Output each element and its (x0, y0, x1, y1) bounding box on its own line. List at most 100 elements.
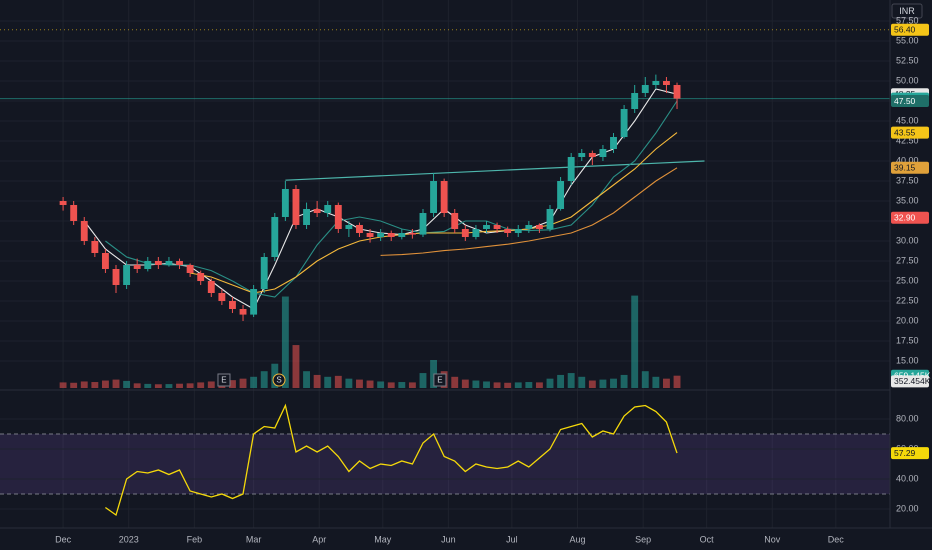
volume-bar (123, 380, 131, 388)
y-tick-label: 17.50 (896, 335, 919, 345)
candle-body (440, 181, 448, 213)
rsi-line (105, 403, 678, 517)
candle-body (292, 189, 300, 225)
x-tick-label: Mar (246, 534, 262, 544)
volume-bar (610, 378, 617, 388)
volume-bar (260, 371, 268, 388)
volume-bar (408, 382, 416, 388)
candle-body (303, 209, 310, 225)
candle-body (419, 213, 427, 235)
volume-bar (641, 371, 649, 388)
y-tick-label: 27.50 (896, 255, 919, 265)
candle-body (186, 265, 194, 273)
candle-body (673, 85, 681, 99)
volume-bar (80, 381, 88, 388)
volume-bar (250, 376, 258, 388)
candle-body (144, 261, 152, 269)
y-tick-label: 15.00 (896, 355, 919, 365)
candle-body (557, 181, 565, 209)
y-tick-label: 35.00 (896, 195, 919, 205)
candle-body (377, 233, 385, 237)
volume-bar (281, 296, 289, 388)
volume-bar (525, 382, 533, 388)
y-tick-label: 40.00 (896, 155, 919, 165)
candle-body (535, 225, 543, 229)
candle-body (101, 253, 109, 269)
candle-body (588, 153, 596, 157)
volume-bar (567, 373, 575, 388)
y-tick-label: 55.00 (896, 35, 919, 45)
candle-body (70, 205, 78, 221)
volume-bar (292, 345, 300, 388)
rsi-tick-label: 20.00 (896, 503, 919, 513)
price-tag-label: 57.29 (894, 448, 916, 458)
candle-body (663, 81, 670, 85)
volume-bar (154, 384, 162, 388)
x-tick-label: Sep (635, 534, 651, 544)
volume-bar (229, 380, 236, 388)
currency-box[interactable] (891, 3, 923, 19)
candle-body (154, 261, 162, 265)
price-tag-label: 43.55 (894, 127, 916, 137)
candle-body (281, 189, 289, 217)
price-tag (891, 375, 929, 388)
volume-bar (176, 383, 183, 388)
event-marker-label: S (276, 376, 281, 385)
volume-bar (377, 381, 385, 388)
candle-body (334, 205, 342, 229)
candle-body (260, 257, 268, 289)
volume-bar (451, 376, 459, 388)
candle-body (250, 289, 258, 315)
moving-average (189, 132, 678, 294)
volume-bar (334, 375, 342, 388)
volume-bar (557, 374, 565, 388)
candle-body (599, 149, 607, 157)
candle-body (133, 265, 141, 269)
y-tick-label: 42.50 (896, 135, 919, 145)
event-marker-label: E (221, 376, 226, 385)
candle-body (229, 301, 236, 309)
volume-bar (197, 382, 205, 388)
volume-bar (461, 379, 469, 388)
volume-bar (59, 382, 67, 388)
moving-average (380, 167, 678, 256)
volume-bar (663, 378, 670, 388)
price-tag (891, 23, 929, 36)
candle-body (546, 209, 554, 229)
volume-bar (652, 376, 660, 388)
volume-bar (514, 382, 522, 388)
candle-body (514, 229, 522, 233)
volume-bar (345, 378, 353, 388)
price-tag-label: 47.50 (894, 96, 916, 106)
price-tag (891, 447, 929, 460)
candle-body (207, 281, 215, 293)
volume-bar (165, 384, 173, 388)
volume-bar (599, 379, 607, 388)
candle-body (112, 269, 120, 285)
price-tag-label: 32.90 (894, 213, 916, 223)
candle-body (483, 225, 490, 229)
moving-average (105, 100, 678, 298)
volume-bar (144, 383, 152, 388)
volume-bar (472, 380, 480, 388)
event-marker (217, 373, 231, 387)
x-tick-label: Dec (828, 534, 845, 544)
volume-bar (546, 378, 554, 388)
x-tick-label: Apr (312, 534, 326, 544)
y-tick-label: 30.00 (896, 235, 919, 245)
volume-bar (133, 383, 141, 388)
price-tag (891, 161, 929, 174)
candle-body (631, 93, 639, 109)
x-tick-label: Oct (700, 534, 715, 544)
candle-body (165, 261, 173, 265)
volume-bar (588, 380, 596, 388)
candle-body (610, 137, 617, 149)
y-tick-label: 45.00 (896, 115, 919, 125)
rsi-tick-label: 80.00 (896, 413, 919, 423)
volume-bar (620, 374, 628, 388)
y-tick-label: 57.50 (896, 15, 919, 25)
price-tag (891, 95, 929, 107)
y-tick-label: 52.50 (896, 55, 919, 65)
candle-body (504, 229, 512, 233)
volume-bar (207, 381, 215, 388)
